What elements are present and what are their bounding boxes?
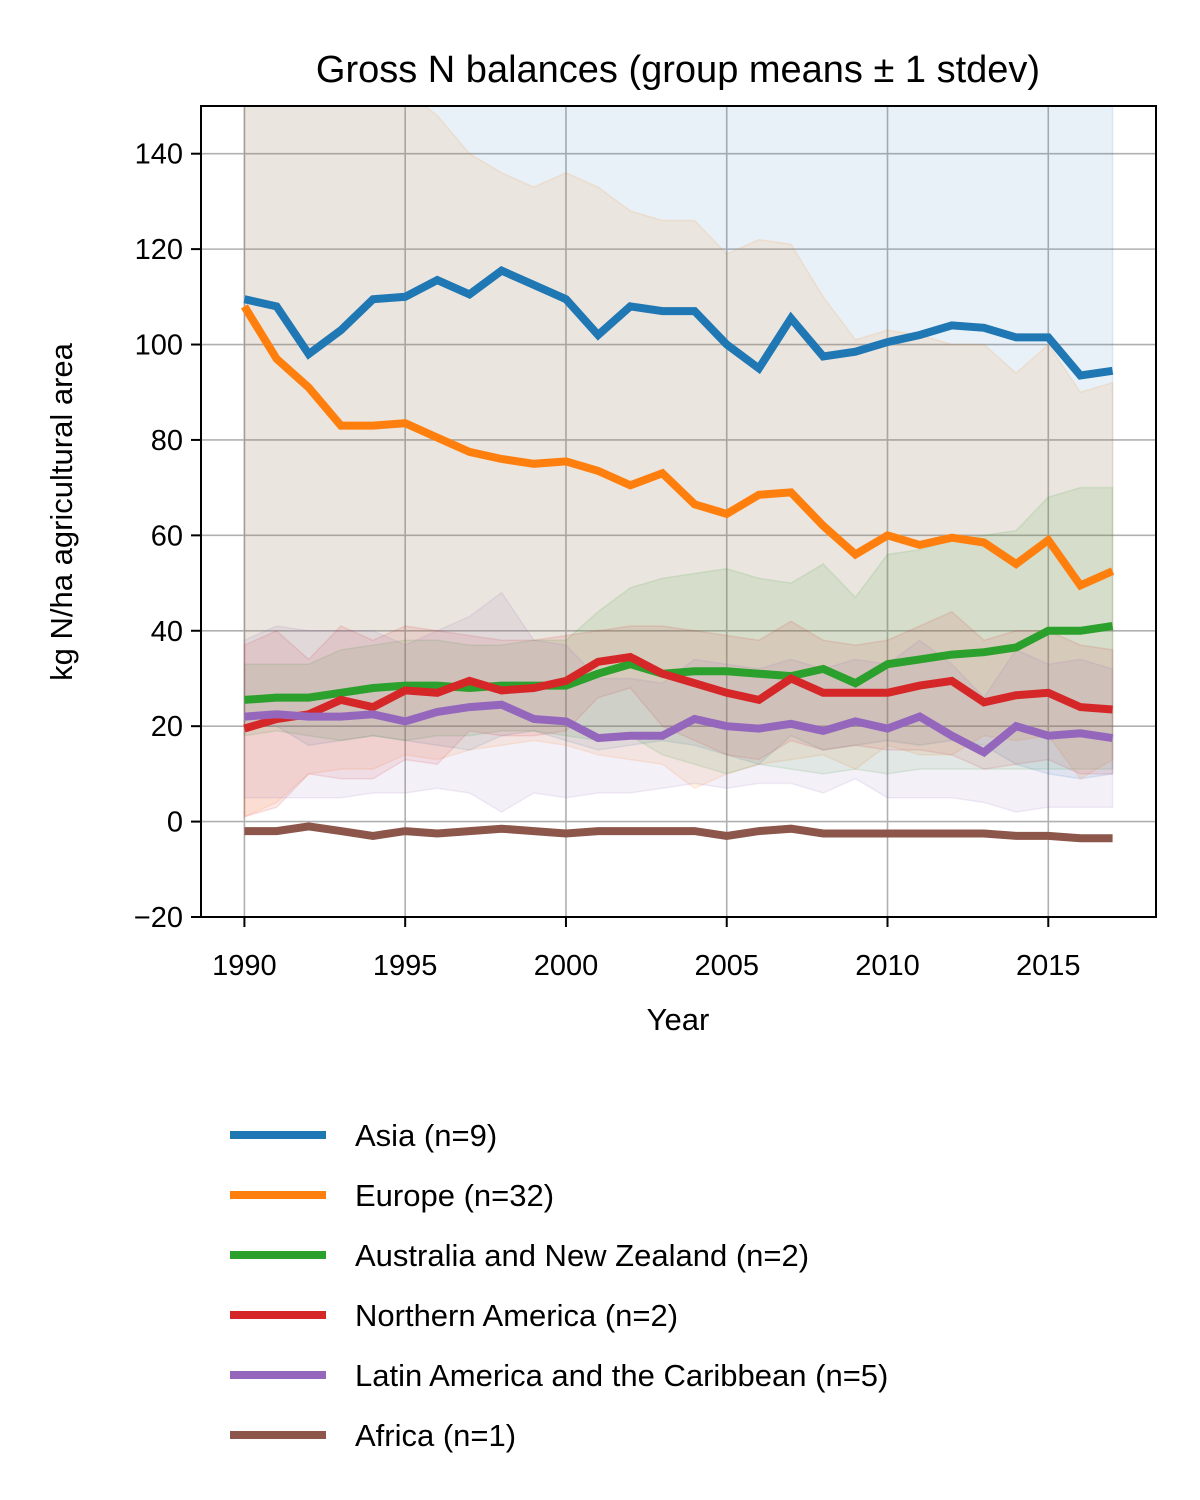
- x-tick-label: 2015: [1016, 950, 1081, 982]
- chart-title: Gross N balances (group means ± 1 stdev): [316, 49, 1040, 91]
- x-tick-label: 1995: [373, 950, 438, 982]
- stdev-band-4: [243, 591, 1114, 813]
- y-tick-label: 20: [151, 711, 183, 743]
- legend-label-4: Latin America and the Caribbean (n=5): [355, 1358, 888, 1393]
- y-tick-label: 60: [151, 520, 183, 552]
- plot-frame: [200, 105, 1157, 918]
- series-line-2: [244, 622, 1114, 704]
- x-tick-label: 2005: [694, 950, 759, 982]
- legend-label-1: Europe (n=32): [355, 1178, 554, 1213]
- series-line-3: [243, 652, 1113, 733]
- stdev-band-2: [243, 486, 1114, 775]
- y-axis-label: kg N/ha agricultural area: [44, 342, 79, 680]
- y-tick-label: 40: [151, 616, 183, 648]
- series-line-5: [244, 822, 1113, 843]
- legend-label-2: Australia and New Zealand (n=2): [355, 1238, 809, 1273]
- series-lines: [240, 265, 1115, 843]
- series-line-1: [240, 304, 1115, 591]
- y-tick-label: 140: [135, 139, 183, 171]
- stdev-bands: [243, 106, 1114, 818]
- y-tick-label: 80: [151, 425, 183, 457]
- grid: [201, 106, 1156, 918]
- x-tick-label: 2010: [855, 950, 920, 982]
- stdev-band-0: [243, 106, 1114, 780]
- x-tick-label: 2000: [534, 950, 599, 982]
- y-tick-label: 100: [135, 330, 183, 362]
- legend: Asia (n=9) Europe (n=32) Australia and New…: [230, 1118, 888, 1453]
- series-line-0: [243, 265, 1114, 380]
- legend-label-0: Asia (n=9): [355, 1118, 497, 1153]
- legend-label-3: Northern America (n=2): [355, 1298, 678, 1333]
- legend-label-5: Africa (n=1): [355, 1418, 516, 1453]
- y-tick-label: 120: [135, 234, 183, 266]
- series-line-4: [244, 700, 1114, 758]
- x-tick-label: 1990: [212, 950, 277, 982]
- x-axis-label: Year: [647, 1002, 710, 1037]
- stdev-band-1: [243, 106, 1114, 818]
- y-tick-label: −20: [134, 902, 183, 934]
- y-tick-label: 0: [167, 807, 183, 839]
- y-axis: −20 0 20 40 60 80 100 120 140: [134, 139, 201, 934]
- x-axis: 1990 1995 2000 2005 2010 2015: [212, 917, 1081, 982]
